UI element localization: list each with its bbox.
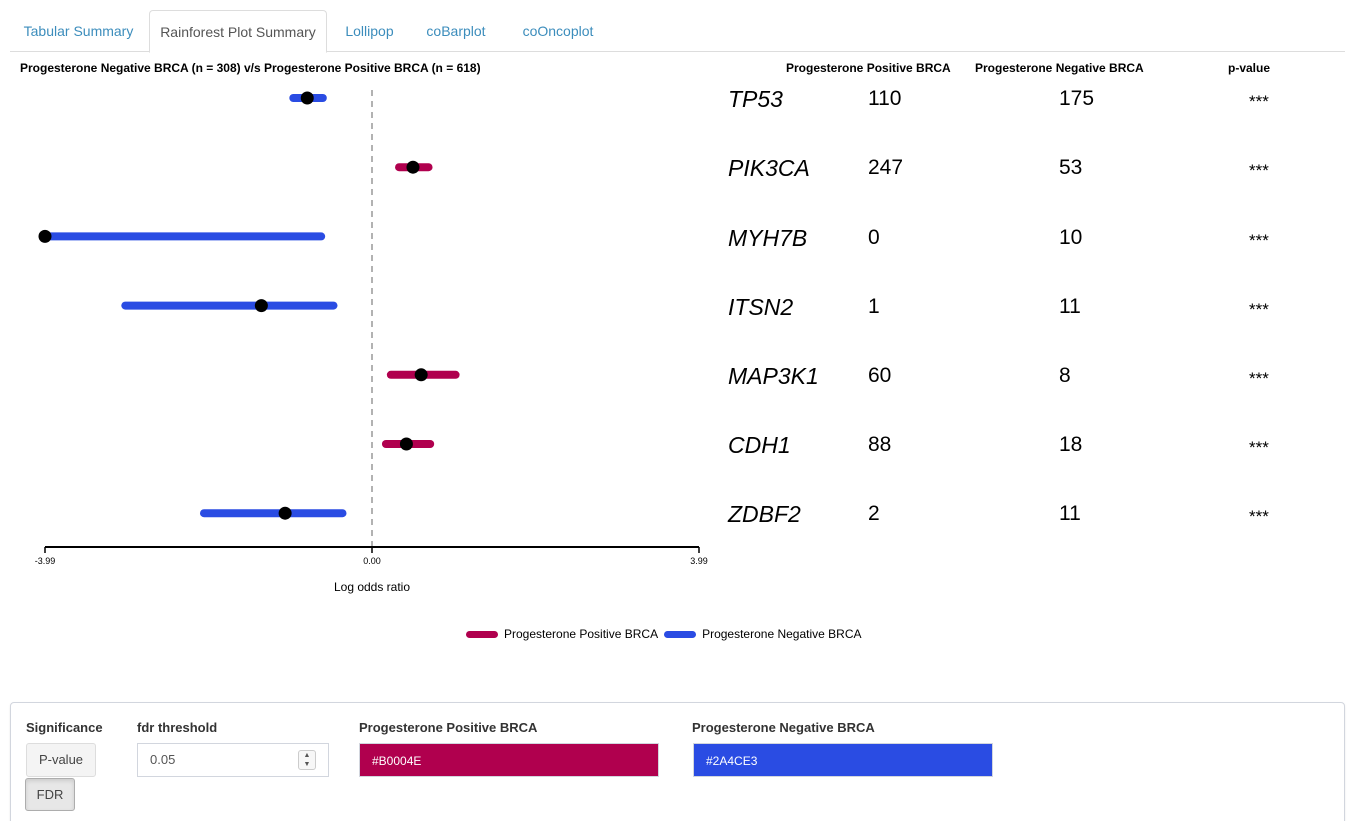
- gene-label: ZDBF2: [728, 501, 801, 527]
- pvalue-stars: ***: [1249, 231, 1269, 250]
- legend-item-positive: Progesterone Positive BRCA: [466, 627, 658, 641]
- gene-label: CDH1: [728, 432, 791, 458]
- positive-count: 60: [868, 364, 892, 387]
- positive-color-picker[interactable]: #B0004E: [359, 743, 659, 777]
- pvalue-stars: ***: [1249, 507, 1269, 526]
- rainforest-plot: [38, 90, 700, 553]
- negative-count: 175: [1059, 87, 1095, 110]
- x-tick-label: -3.99: [34, 556, 56, 566]
- positive-color-label: Progesterone Positive BRCA: [359, 720, 538, 735]
- negative-count: 8: [1059, 364, 1071, 387]
- odds-ratio-point: [254, 299, 268, 313]
- legend-label-positive: Progesterone Positive BRCA: [504, 627, 659, 641]
- pvalue-stars: ***: [1249, 161, 1269, 180]
- odds-ratio-point: [399, 437, 413, 451]
- x-axis-label: Log odds ratio: [333, 580, 411, 594]
- spinner-down-icon[interactable]: ▼: [303, 761, 311, 768]
- positive-count: 110: [868, 87, 902, 110]
- pvalue-stars: ***: [1249, 300, 1269, 319]
- gene-label: TP53: [728, 86, 783, 112]
- column-header-pvalue: p-value: [1228, 61, 1271, 75]
- negative-count: 11: [1059, 502, 1081, 525]
- fdr-threshold-label: fdr threshold: [137, 720, 218, 735]
- tab-cobarplot[interactable]: coBarplot: [426, 23, 486, 39]
- pvalue-stars: ***: [1249, 369, 1269, 388]
- tab-lollipop[interactable]: Lollipop: [345, 23, 394, 39]
- odds-ratio-point: [278, 506, 292, 520]
- positive-count: 1: [868, 295, 880, 318]
- x-tick-label: 3.99: [690, 556, 708, 566]
- positive-count: 2: [868, 502, 880, 525]
- plot-title: Progesterone Negative BRCA (n = 308) v/s…: [20, 61, 481, 75]
- fdr-button[interactable]: FDR: [25, 778, 75, 811]
- gene-label: PIK3CA: [728, 155, 810, 181]
- negative-count: 18: [1059, 433, 1083, 456]
- tab-cooncoplot[interactable]: coOncoplot: [522, 23, 594, 39]
- legend-key-negative: [664, 630, 697, 638]
- odds-ratio-point: [406, 160, 420, 174]
- negative-color-picker[interactable]: #2A4CE3: [693, 743, 993, 777]
- negative-count: 11: [1059, 295, 1081, 318]
- odds-ratio-point: [300, 91, 314, 105]
- gene-label: ITSN2: [728, 294, 794, 320]
- positive-count: 247: [868, 156, 904, 179]
- gene-label: MAP3K1: [728, 363, 819, 389]
- fdr-threshold-spinner[interactable]: ▲ ▼: [298, 750, 316, 770]
- legend-key-positive: [466, 630, 498, 638]
- column-header-positive: Progesterone Positive BRCA: [786, 61, 951, 75]
- column-header-negative: Progesterone Negative BRCA: [975, 61, 1144, 75]
- odds-ratio-point: [414, 368, 428, 382]
- positive-count: 0: [868, 226, 880, 249]
- pvalue-stars: ***: [1249, 92, 1269, 111]
- pvalue-button[interactable]: P-value: [26, 743, 96, 777]
- gene-label: MYH7B: [728, 225, 808, 251]
- fdr-threshold-input[interactable]: 0.05: [137, 743, 329, 777]
- negative-count: 10: [1059, 226, 1083, 249]
- tab-tabular-summary[interactable]: Tabular Summary: [23, 23, 134, 39]
- pvalue-stars: ***: [1249, 438, 1269, 457]
- negative-count: 53: [1059, 156, 1083, 179]
- significance-label: Significance: [26, 720, 103, 735]
- spinner-up-icon[interactable]: ▲: [303, 752, 311, 759]
- negative-color-label: Progesterone Negative BRCA: [692, 720, 875, 735]
- positive-count: 88: [868, 433, 892, 456]
- odds-ratio-point: [38, 229, 52, 243]
- legend-label-negative: Progesterone Negative BRCA: [702, 627, 862, 641]
- legend-item-negative: Progesterone Negative BRCA: [664, 627, 862, 641]
- tab-bar: Tabular Summary Rainforest Plot Summary …: [10, 10, 1345, 53]
- x-tick-label: 0.00: [363, 556, 381, 566]
- tab-rainforest-plot-summary[interactable]: Rainforest Plot Summary: [149, 10, 327, 53]
- plot-legend: Progesterone Positive BRCA Progesterone …: [466, 626, 868, 642]
